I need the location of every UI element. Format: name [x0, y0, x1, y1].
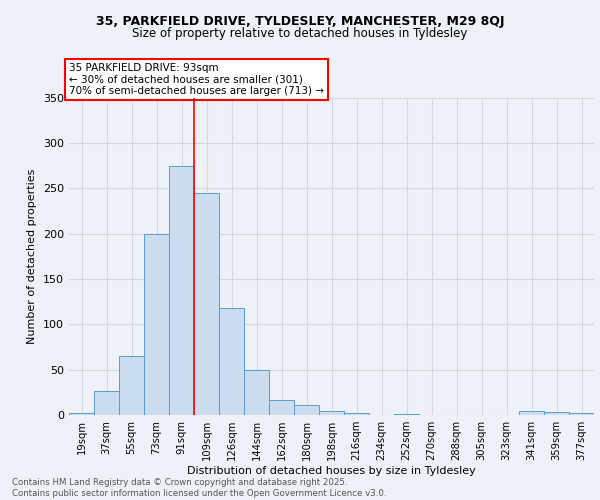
Bar	[544, 412, 569, 415]
Bar	[194, 192, 219, 415]
Bar	[519, 412, 544, 415]
Text: Size of property relative to detached houses in Tyldesley: Size of property relative to detached ho…	[133, 28, 467, 40]
Bar	[394, 414, 419, 415]
Bar	[319, 412, 344, 415]
Bar	[569, 413, 594, 415]
Text: Contains HM Land Registry data © Crown copyright and database right 2025.
Contai: Contains HM Land Registry data © Crown c…	[12, 478, 386, 498]
Bar	[269, 400, 294, 415]
Bar	[144, 234, 169, 415]
Bar	[219, 308, 244, 415]
Bar	[119, 356, 144, 415]
X-axis label: Distribution of detached houses by size in Tyldesley: Distribution of detached houses by size …	[187, 466, 476, 476]
Bar	[94, 390, 119, 415]
Text: 35 PARKFIELD DRIVE: 93sqm
← 30% of detached houses are smaller (301)
70% of semi: 35 PARKFIELD DRIVE: 93sqm ← 30% of detac…	[69, 62, 324, 96]
Bar	[344, 413, 369, 415]
Y-axis label: Number of detached properties: Number of detached properties	[28, 168, 37, 344]
Bar	[244, 370, 269, 415]
Text: 35, PARKFIELD DRIVE, TYLDESLEY, MANCHESTER, M29 8QJ: 35, PARKFIELD DRIVE, TYLDESLEY, MANCHEST…	[96, 15, 504, 28]
Bar	[69, 413, 94, 415]
Bar	[169, 166, 194, 415]
Bar	[294, 405, 319, 415]
